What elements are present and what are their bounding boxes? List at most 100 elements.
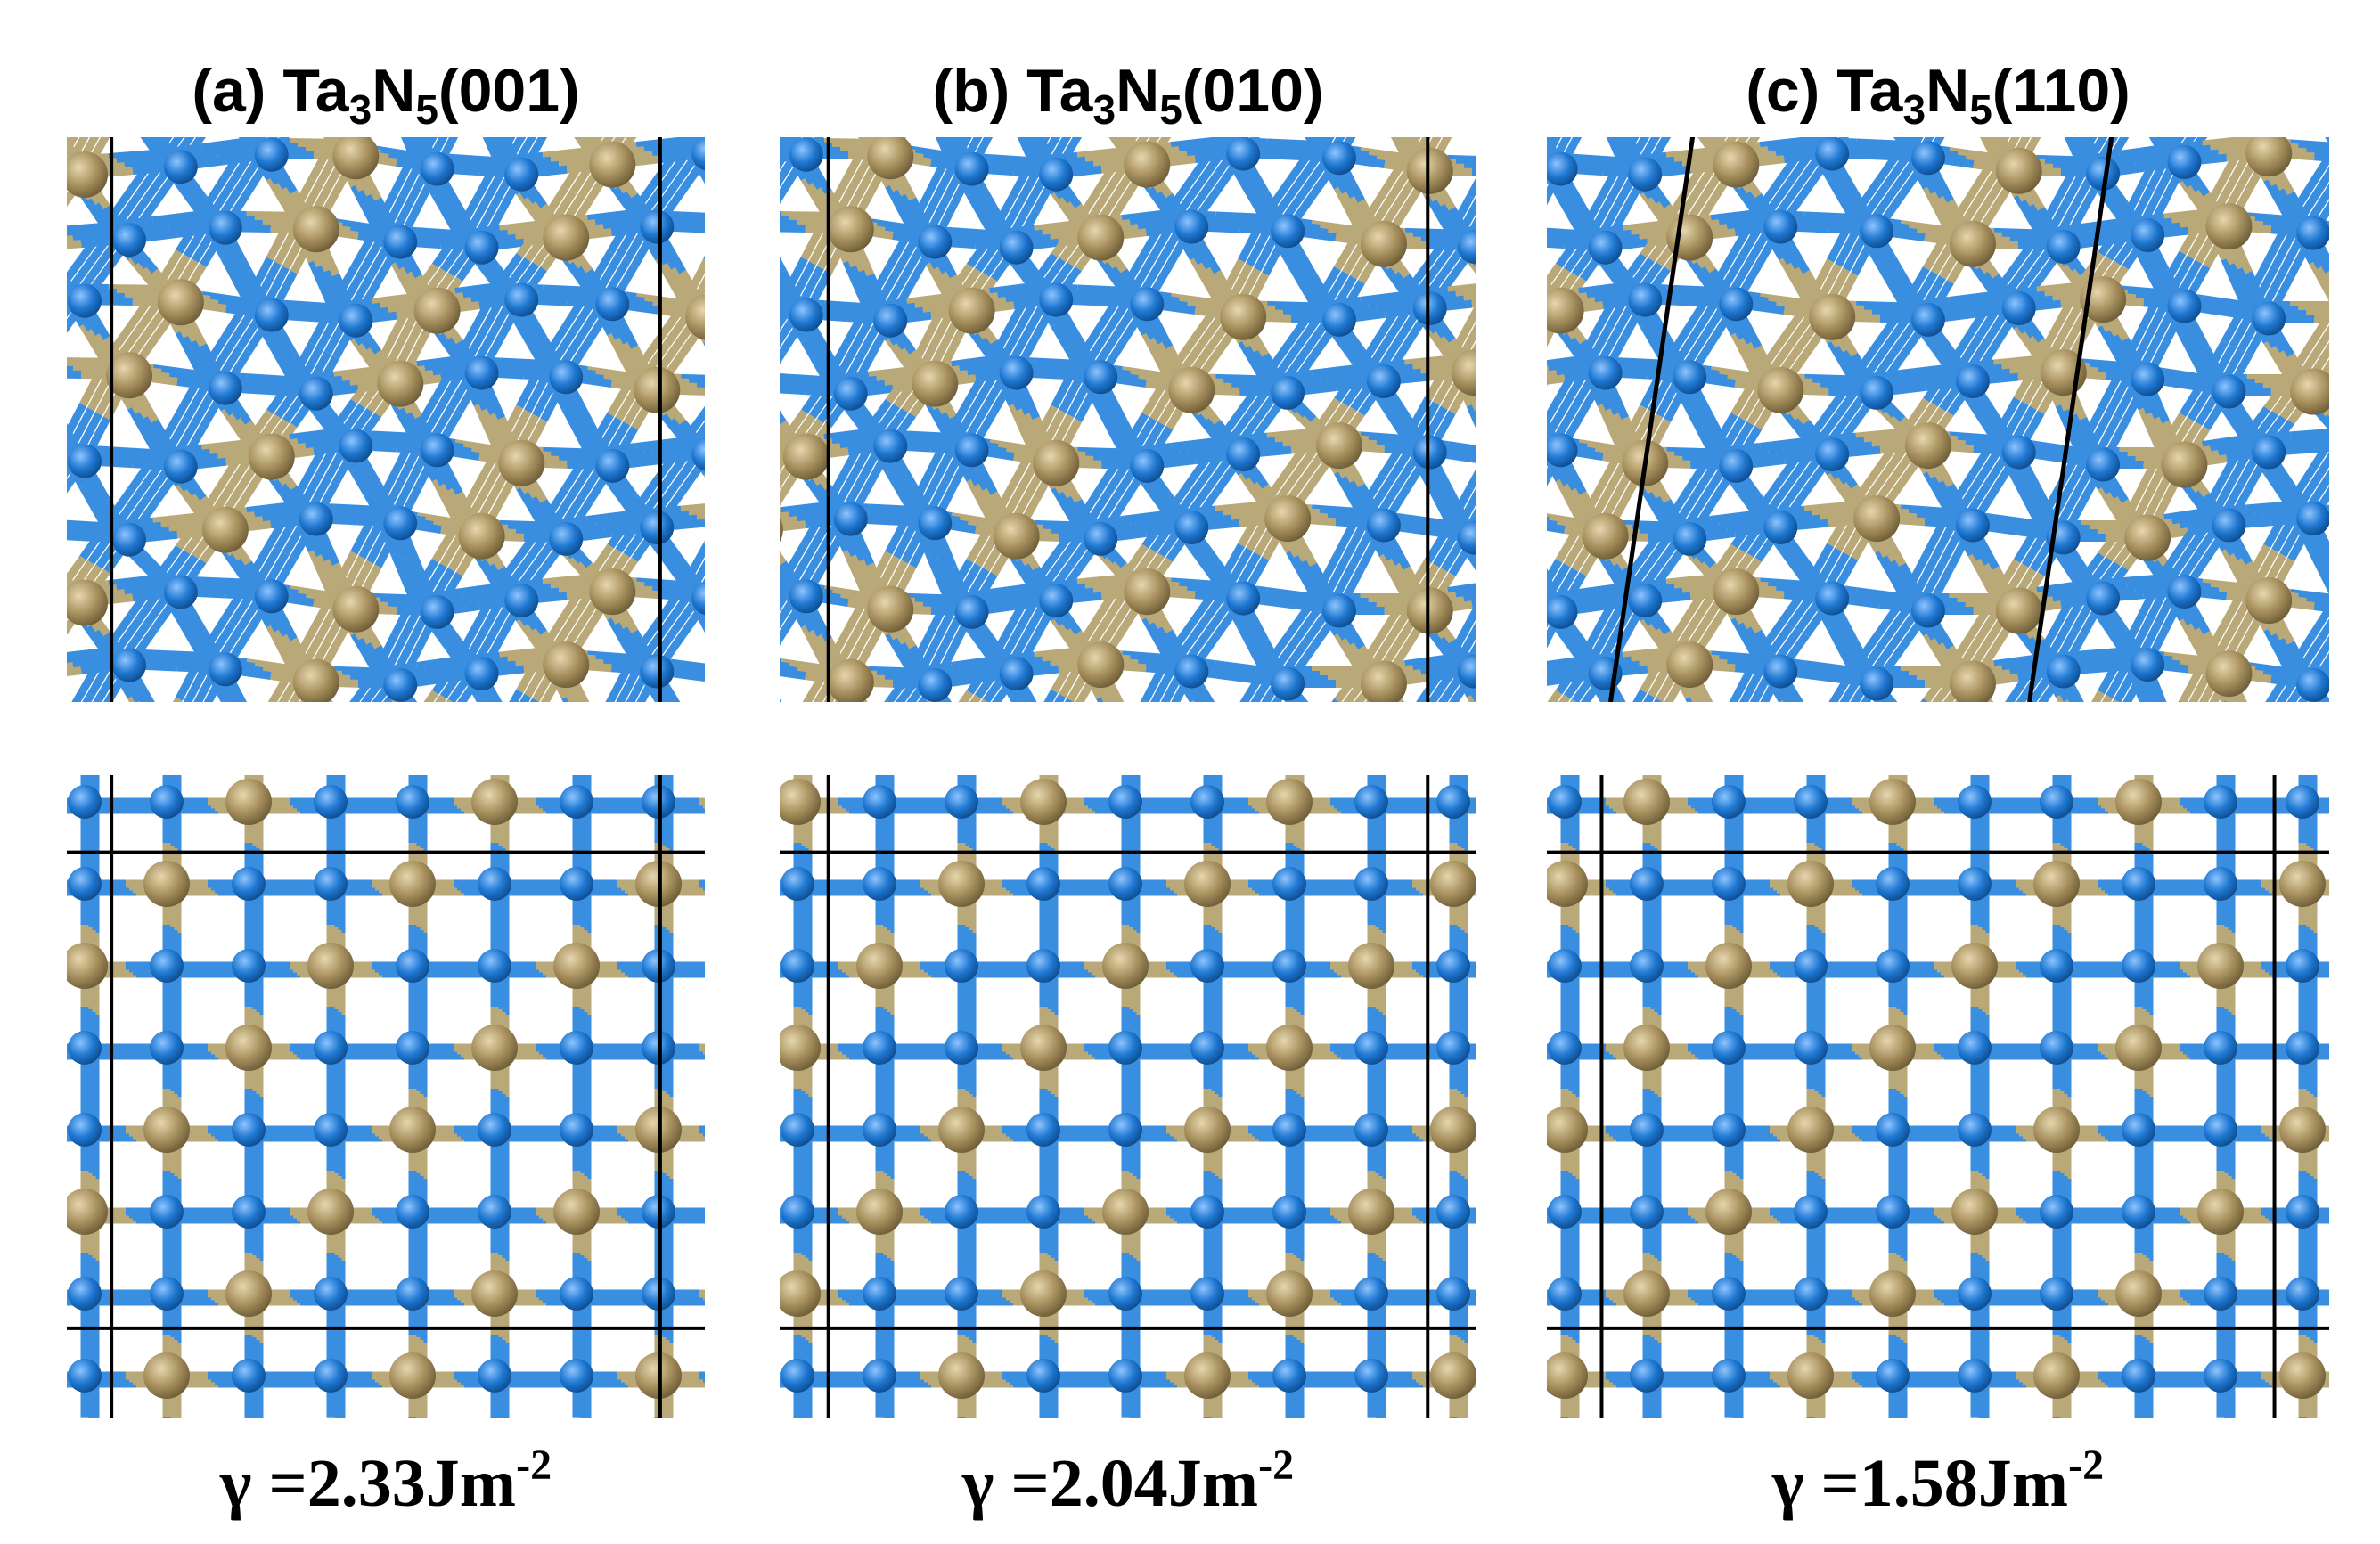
bond	[793, 77, 841, 82]
bond	[202, 743, 248, 745]
bond	[220, 139, 251, 181]
bond	[0, 734, 29, 736]
bond	[290, 733, 331, 739]
bond	[516, 486, 546, 528]
bond	[473, 584, 502, 626]
bond	[1528, 94, 1550, 132]
bond	[3, 203, 25, 243]
bond	[1452, 85, 1475, 127]
bond	[708, 559, 731, 599]
bond	[463, 732, 505, 736]
bond	[1447, 154, 1476, 164]
bond	[67, 590, 70, 599]
bond	[473, 403, 502, 452]
energy-value: 2.33	[307, 1446, 426, 1521]
bond	[12, 158, 61, 161]
bond	[356, 742, 397, 747]
bond	[67, 290, 72, 302]
ta-atom	[471, 779, 518, 825]
bond	[893, 82, 935, 88]
bond	[1520, 371, 1542, 413]
bond	[842, 259, 871, 309]
ta-atom	[67, 1189, 108, 1235]
bond	[753, 393, 779, 420]
bond	[431, 232, 462, 268]
bond	[707, 130, 730, 163]
n-atom	[163, 150, 198, 184]
bond	[896, 73, 919, 110]
bond	[1286, 259, 1319, 309]
n-atom	[163, 449, 198, 484]
bond	[1384, 81, 1429, 83]
bond	[780, 257, 808, 304]
n-atom	[0, 1113, 20, 1147]
ta-atom	[389, 1107, 436, 1153]
n-atom	[396, 1277, 429, 1311]
bond	[454, 282, 498, 297]
bond	[308, 141, 336, 182]
bond	[93, 697, 102, 702]
bond	[681, 373, 705, 383]
bond	[744, 343, 767, 380]
bond	[1478, 120, 1498, 165]
bond	[1512, 85, 1534, 123]
ta-atom	[717, 1025, 764, 1071]
bond	[753, 194, 779, 231]
bond	[1436, 76, 1459, 118]
bond	[689, 216, 705, 225]
bond	[25, 207, 51, 243]
bond	[1017, 137, 1036, 163]
bond	[744, 380, 767, 414]
bond	[153, 137, 173, 156]
bond	[0, 302, 29, 308]
bond	[454, 583, 498, 597]
ta-atom	[589, 568, 636, 616]
bond	[497, 731, 543, 738]
bond	[827, 80, 846, 111]
bond	[67, 235, 74, 244]
bond	[175, 654, 205, 701]
bond	[67, 240, 82, 249]
bond	[1486, 169, 1506, 206]
bond	[117, 740, 165, 747]
bond	[714, 184, 736, 214]
bond	[716, 428, 738, 467]
n-atom	[504, 584, 539, 618]
n-atom	[0, 1359, 20, 1393]
ta-atom	[553, 943, 600, 989]
bond	[561, 405, 593, 454]
bond	[288, 341, 315, 382]
bond	[471, 737, 513, 740]
bond	[755, 262, 781, 306]
bond	[33, 676, 59, 709]
bond	[736, 480, 759, 517]
bond	[201, 576, 248, 587]
bond	[25, 370, 51, 413]
bond	[988, 484, 1016, 525]
bond	[350, 669, 380, 702]
bond	[1286, 142, 1319, 184]
ta-atom	[143, 1107, 190, 1153]
bond	[1141, 211, 1172, 255]
bond	[699, 293, 745, 299]
bond	[1379, 155, 1410, 197]
bond	[1051, 323, 1081, 366]
bond	[264, 747, 306, 753]
bond	[559, 747, 604, 753]
bond	[752, 94, 797, 97]
n-atom	[736, 214, 770, 248]
ta-atom	[543, 214, 590, 261]
bond	[333, 666, 377, 676]
bond	[0, 276, 3, 309]
ta-atom	[292, 658, 339, 702]
bond	[429, 733, 471, 737]
bond	[331, 729, 372, 733]
bond	[423, 690, 439, 702]
ta-atom	[717, 779, 764, 825]
bond	[657, 96, 705, 102]
bond	[738, 102, 760, 135]
bond	[505, 736, 551, 742]
bond	[538, 486, 569, 528]
bond	[966, 232, 996, 268]
